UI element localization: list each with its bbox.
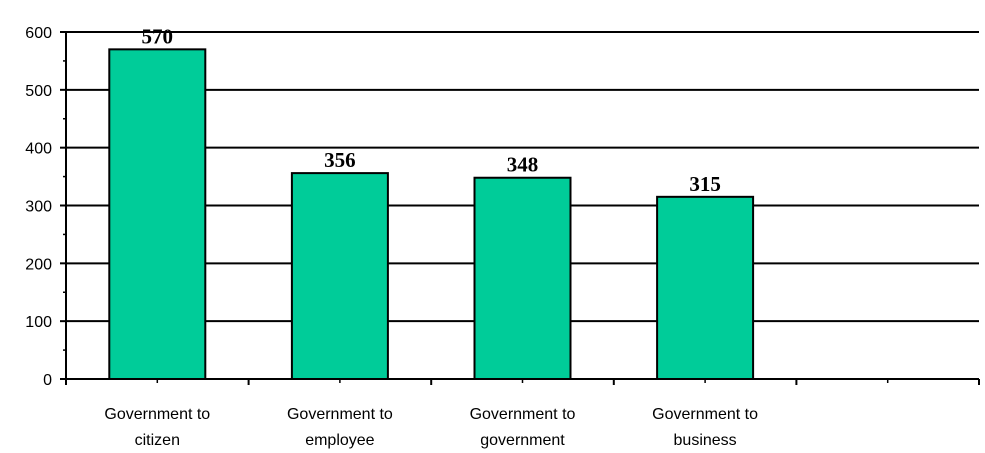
data-label-0: 570 [142,24,174,48]
bars [108,48,755,380]
y-tick-label-100: 100 [25,314,52,331]
category-label-1-line-0: Government to [287,406,393,423]
category-label-2-line-0: Government to [470,406,576,423]
bar-1 [290,172,389,380]
category-label-3-line-0: Government to [652,406,758,423]
category-label-2-line-1: government [480,432,565,449]
bar-0 [108,48,207,380]
bar-3 [656,195,755,380]
category-label-1-line-1: employee [305,432,374,449]
data-label-2: 348 [507,153,539,177]
category-label-0-line-0: Government to [104,406,210,423]
y-tick-label-600: 600 [25,25,52,42]
bar-2 [473,176,572,380]
y-tick-label-400: 400 [25,141,52,158]
y-tick-label-300: 300 [25,199,52,216]
data-label-1: 356 [324,148,356,172]
y-tick-label-500: 500 [25,83,52,100]
labels: 0 100 200 300 400 500 600 Government to citizen G… [25,24,758,449]
axes [60,31,980,385]
category-label-0-line-1: citizen [135,432,180,449]
data-label-3: 315 [689,172,721,196]
y-tick-label-200: 200 [25,256,52,273]
category-label-3-line-1: business [674,432,737,449]
y-tick-label-0: 0 [43,372,52,389]
